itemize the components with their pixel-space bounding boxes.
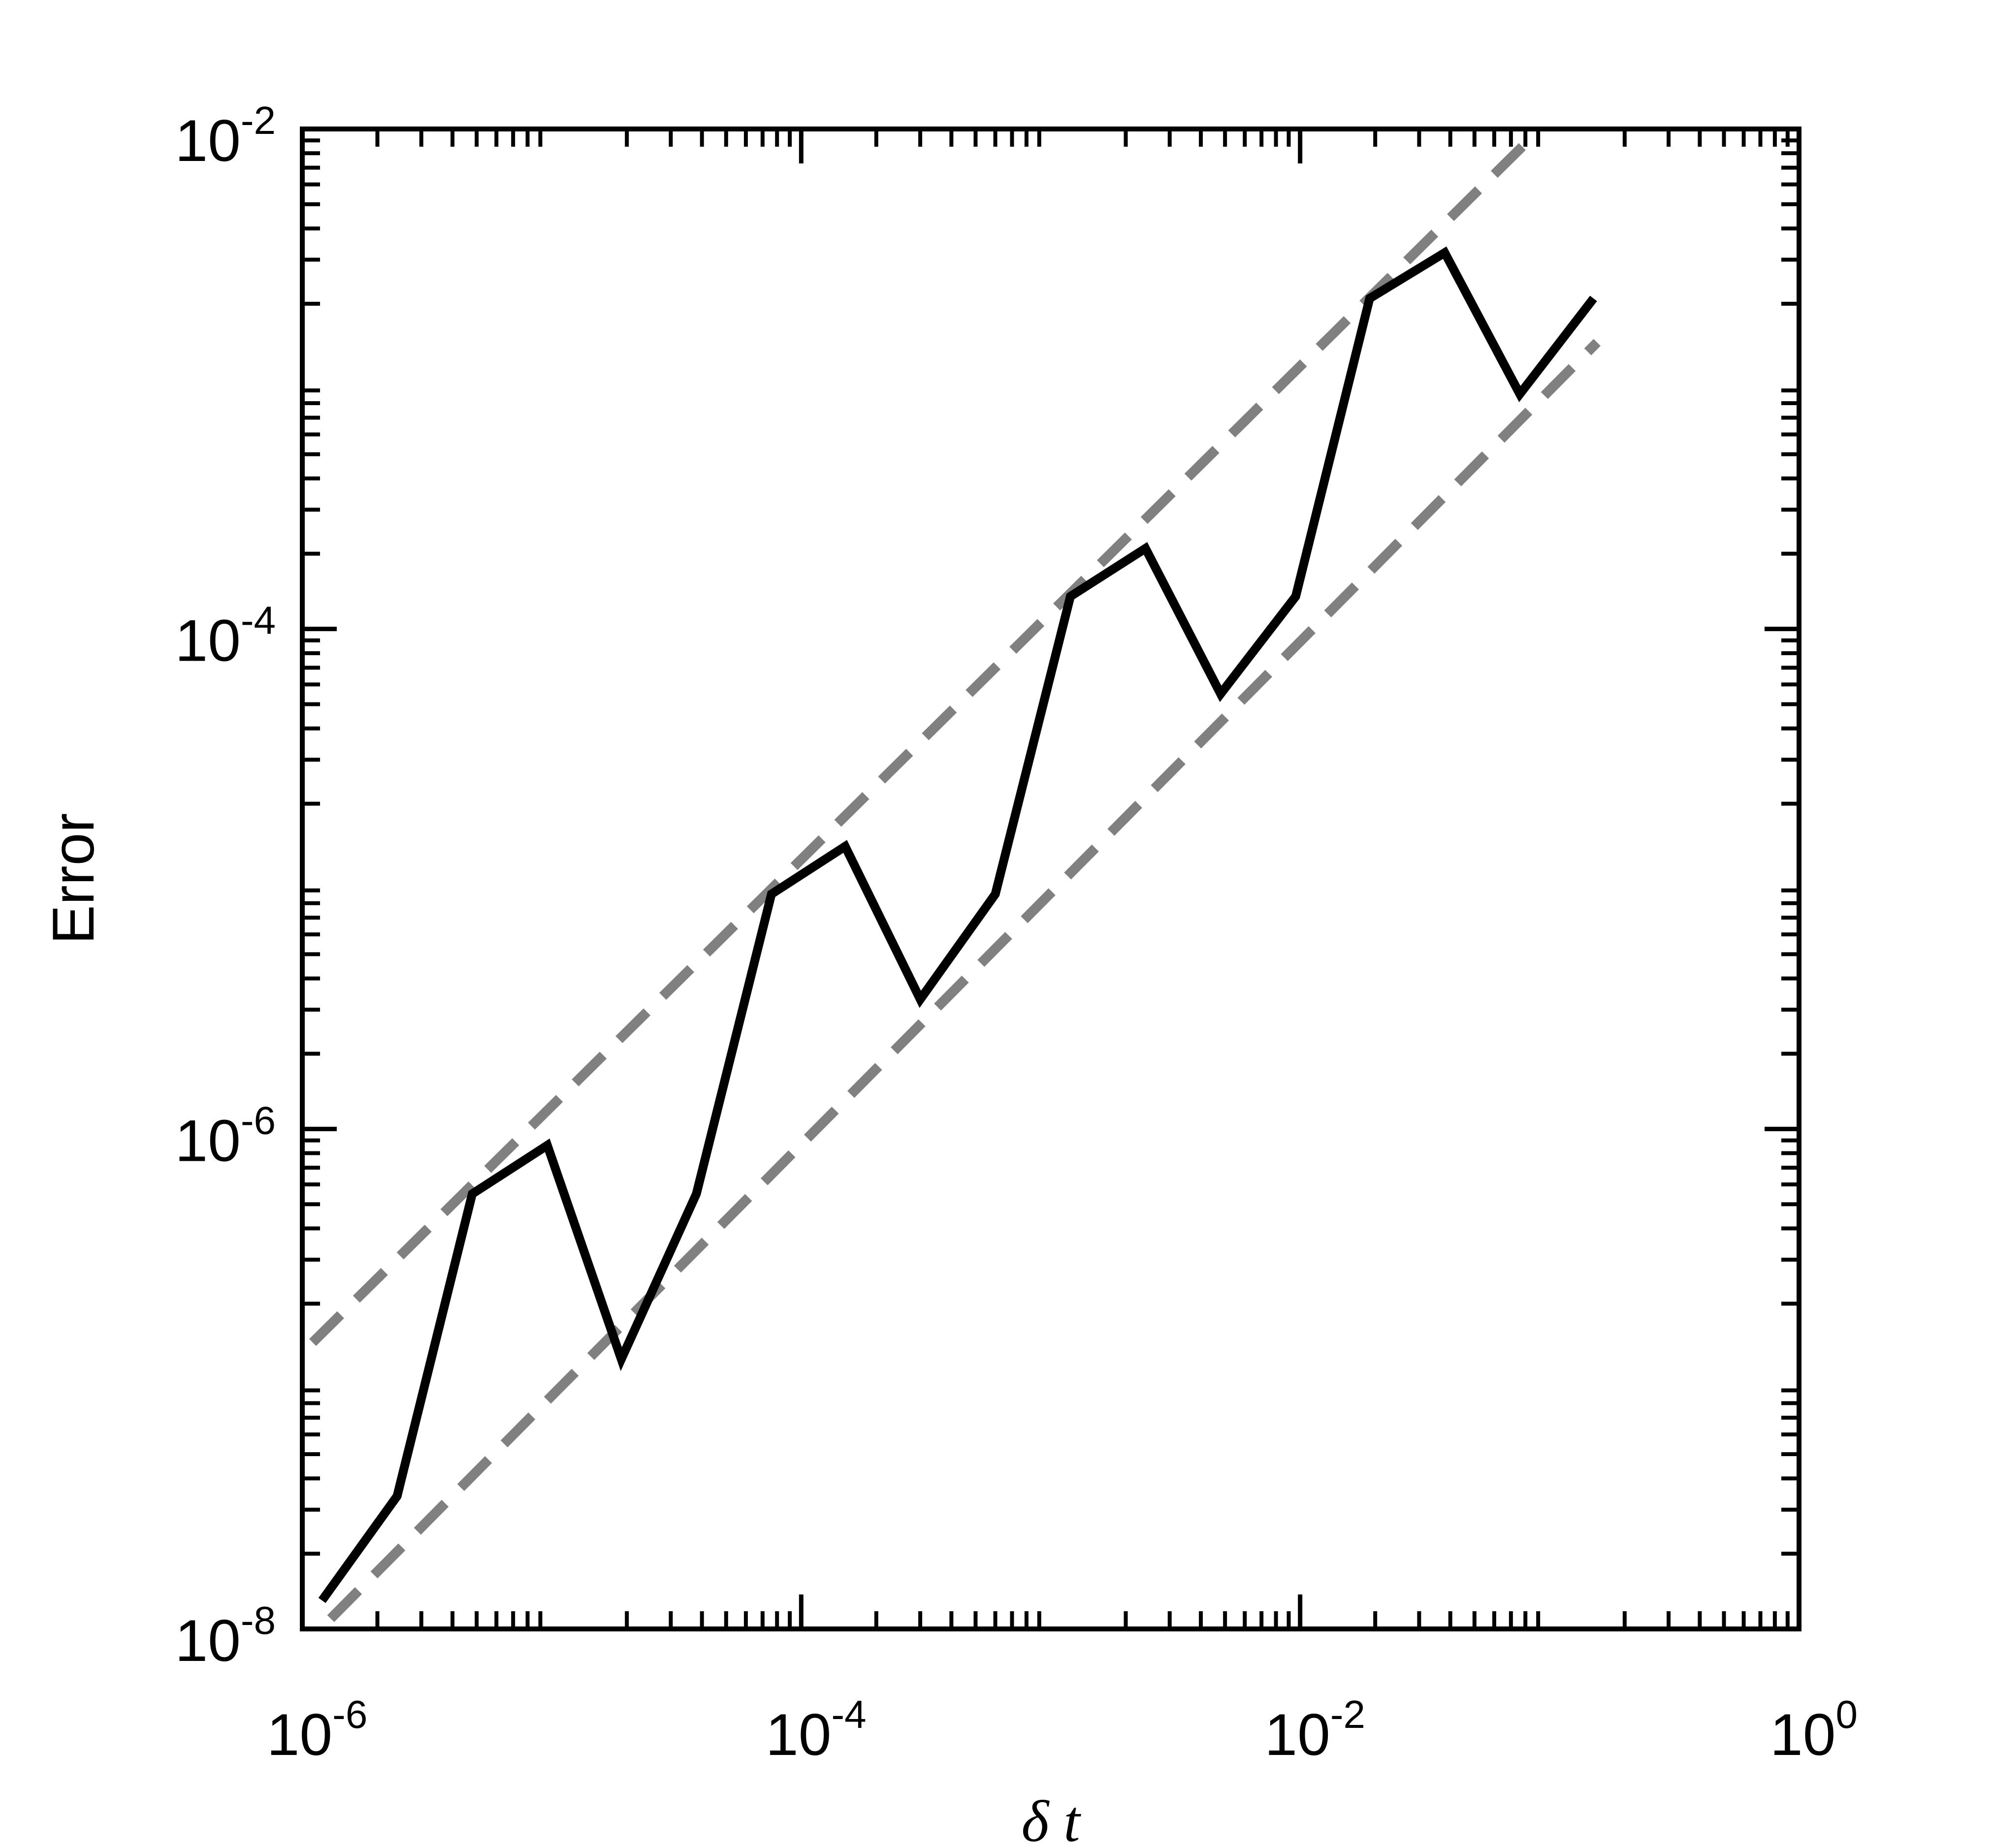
error-series-line <box>318 246 1597 1603</box>
minor-ticks <box>302 129 1799 1629</box>
series-layer <box>309 131 1601 1623</box>
y-axis-title: Error <box>40 813 106 945</box>
x-tick-label: 10-6 <box>267 1692 368 1768</box>
plot-frame <box>300 127 1801 1631</box>
y-tick-label: 10-8 <box>175 1598 276 1674</box>
major-ticks <box>300 127 1801 1631</box>
y-tick-label: 10-4 <box>175 599 276 674</box>
x-tick-labels: 10-6 10-4 10-2 100 <box>267 1692 1858 1768</box>
y-tick-label: 10-6 <box>175 1098 276 1174</box>
x-tick-label: 10-4 <box>766 1692 867 1768</box>
reference-slope-line <box>327 339 1601 1623</box>
y-tick-labels: 10-8 10-6 10-4 10-2 <box>175 98 276 1674</box>
y-tick-label: 10-2 <box>175 98 276 174</box>
x-tick-label: 100 <box>1770 1692 1858 1768</box>
x-tick-label: 10-2 <box>1264 1692 1365 1768</box>
x-axis-title: δ t <box>1021 1788 1081 1848</box>
reference-slope-line <box>309 131 1538 1346</box>
